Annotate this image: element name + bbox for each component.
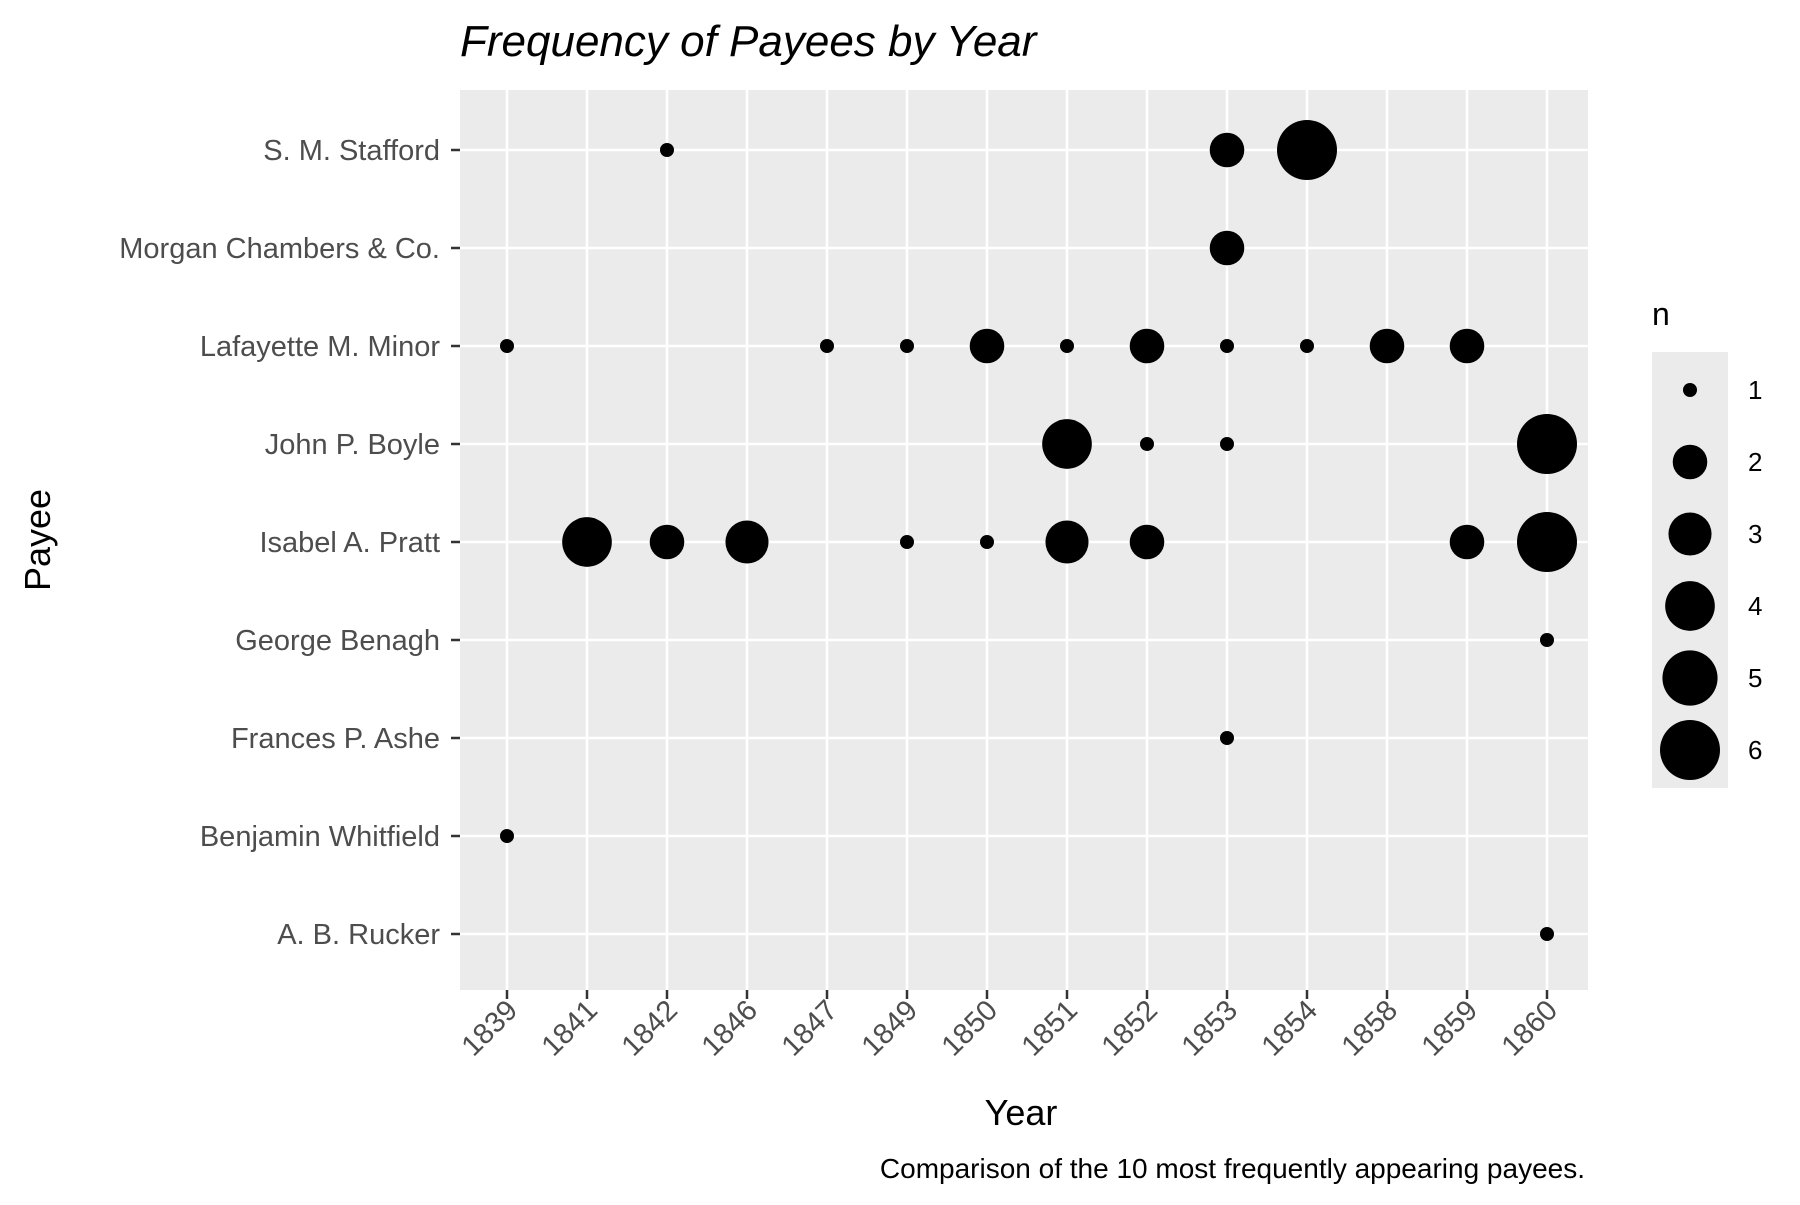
x-axis-title: Year [985,1092,1058,1133]
point-john-p-boyle-1851 [1042,419,1092,469]
y-axis: A. B. Rucker Benjamin Whitfield Frances P.… [119,135,460,951]
point-lafayette-m-minor-1853 [1220,339,1234,353]
legend-label-1: 1 [1748,375,1762,405]
point-isabel-a-pratt-1846 [725,520,769,564]
point-lafayette-m-minor-1852 [1129,328,1165,364]
y-tick-label-john-p-boyle: John P. Boyle [265,429,440,461]
point-isabel-a-pratt-1841 [562,517,612,567]
legend-key-4 [1665,581,1715,631]
x-tick-label-1846: 1846 [696,994,764,1062]
x-tick-label-1849: 1849 [856,994,924,1062]
point-lafayette-m-minor-1859 [1449,328,1485,364]
x-tick-label-1852: 1852 [1096,994,1164,1062]
chart-title: Frequency of Payees by Year [460,17,1039,66]
point-lafayette-m-minor-1858 [1369,328,1405,364]
y-tick-label-lafayette-m-minor: Lafayette M. Minor [200,331,440,363]
legend-label-4: 4 [1748,591,1762,621]
y-tick-label-s-m-stafford: S. M. Stafford [263,135,440,167]
y-tick-label-morgan-chambers-co: Morgan Chambers & Co. [119,233,440,265]
point-john-p-boyle-1852 [1140,437,1154,451]
x-tick-label-1858: 1858 [1336,994,1404,1062]
size-legend: n 1 2 3 4 5 6 [1652,296,1762,788]
y-axis-title: Payee [17,489,58,591]
point-isabel-a-pratt-1850 [980,535,994,549]
point-lafayette-m-minor-1850 [969,328,1005,364]
legend-label-6: 6 [1748,735,1762,765]
legend-label-2: 2 [1748,447,1762,477]
legend-label-5: 5 [1748,663,1762,693]
legend-title: n [1652,296,1670,332]
y-tick-label-frances-p-ashe: Frances P. Ashe [231,723,440,755]
point-lafayette-m-minor-1849 [900,339,914,353]
x-tick-label-1847: 1847 [776,994,844,1062]
legend-key-5 [1662,650,1718,706]
legend-key-1 [1683,383,1697,397]
x-tick-label-1841: 1841 [536,994,604,1062]
chart-caption: Comparison of the 10 most frequently app… [880,1153,1585,1184]
point-isabel-a-pratt-1860 [1517,512,1577,572]
x-tick-label-1842: 1842 [616,994,684,1062]
x-tick-label-1839: 1839 [456,994,524,1062]
data-points [500,120,1577,941]
x-tick-label-1851: 1851 [1016,994,1084,1062]
point-isabel-a-pratt-1842 [649,524,685,560]
legend-key-3 [1668,512,1712,556]
point-s-m-stafford-1842 [660,143,674,157]
point-isabel-a-pratt-1859 [1449,524,1485,560]
legend-label-3: 3 [1748,519,1762,549]
point-lafayette-m-minor-1854 [1300,339,1314,353]
x-tick-label-1860: 1860 [1496,994,1564,1062]
y-tick-label-george-benagh: George Benagh [235,625,440,657]
y-tick-label-benjamin-whitfield: Benjamin Whitfield [200,821,440,853]
point-frances-p-ashe-1853 [1220,731,1234,745]
point-s-m-stafford-1853 [1209,132,1245,168]
point-john-p-boyle-1853 [1220,437,1234,451]
point-lafayette-m-minor-1847 [820,339,834,353]
x-tick-label-1859: 1859 [1416,994,1484,1062]
point-lafayette-m-minor-1851 [1060,339,1074,353]
legend-key-6 [1660,720,1720,780]
x-tick-label-1853: 1853 [1176,994,1244,1062]
point-a-b-rucker-1860 [1540,927,1554,941]
point-morgan-chambers-co-1853 [1209,230,1245,266]
point-george-benagh-1860 [1540,633,1554,647]
legend-key-background [1652,352,1728,788]
x-tick-label-1854: 1854 [1256,994,1324,1062]
point-isabel-a-pratt-1849 [900,535,914,549]
plot-panel [460,90,1588,990]
point-s-m-stafford-1854 [1277,120,1337,180]
point-lafayette-m-minor-1839 [500,339,514,353]
y-tick-label-a-b-rucker: A. B. Rucker [277,919,440,951]
legend-key-2 [1672,444,1708,480]
y-tick-label-isabel-a-pratt: Isabel A. Pratt [259,527,440,559]
point-isabel-a-pratt-1851 [1045,520,1089,564]
point-isabel-a-pratt-1852 [1129,524,1165,560]
point-john-p-boyle-1860 [1517,414,1577,474]
x-tick-label-1850: 1850 [936,994,1004,1062]
x-axis: 1839 1841 1842 1846 1847 1849 1850 1851 1852 1853… [456,990,1564,1063]
point-benjamin-whitfield-1839 [500,829,514,843]
